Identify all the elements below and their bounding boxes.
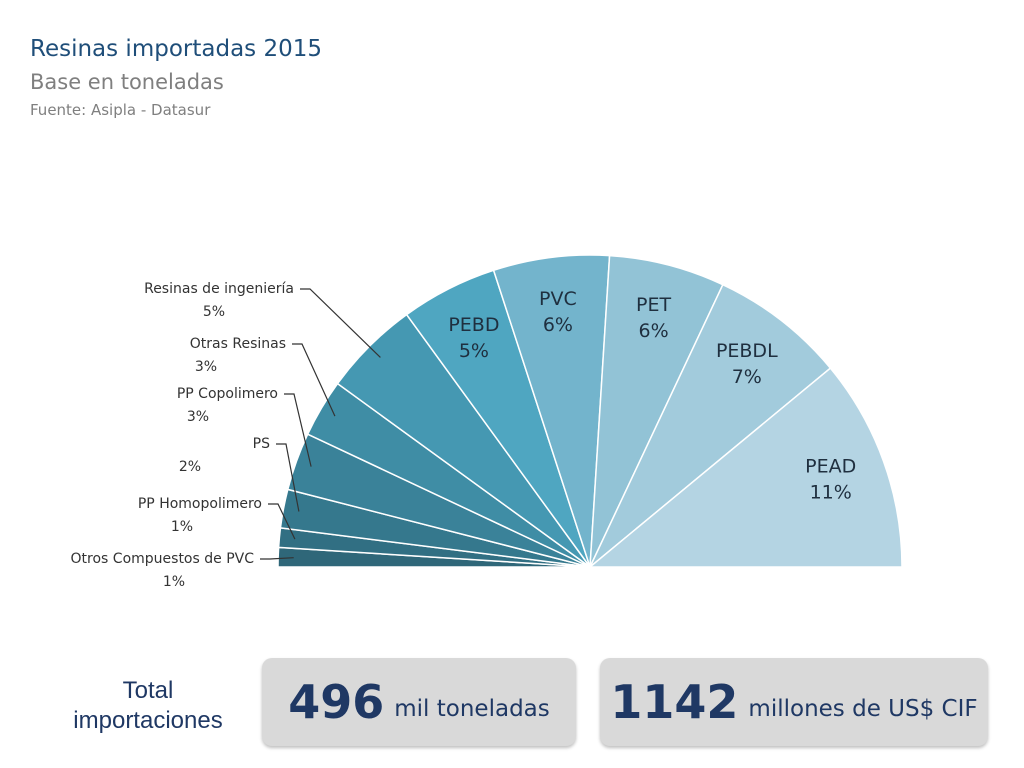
slice-value-pead: 11% bbox=[810, 481, 852, 503]
leader-line-pp-copolimero bbox=[284, 393, 312, 467]
slice-value-pvc: 6% bbox=[543, 314, 573, 336]
pie-slice-pead bbox=[587, 367, 903, 568]
total-usd-unit: millones de US$ CIF bbox=[748, 695, 978, 722]
total-tons-box: 496 mil toneladas bbox=[262, 658, 576, 746]
leader-line-ps bbox=[276, 443, 300, 512]
label-leader-lines bbox=[260, 288, 381, 560]
semicircle-pie-chart: Otros Compuestos de PVC 1% PP Homopolimero… bbox=[71, 254, 903, 590]
leader-line-otras-resinas bbox=[292, 343, 336, 417]
total-tons-value: 496 bbox=[288, 675, 385, 729]
slice-value-resinas-de-ingenieria: 5% bbox=[203, 304, 225, 320]
slice-value-pebd: 5% bbox=[459, 340, 489, 362]
slice-label-pebdl: PEBDL bbox=[716, 340, 778, 362]
slice-value-ps: 2% bbox=[179, 459, 201, 475]
slice-label-pead: PEAD bbox=[805, 455, 856, 477]
slice-value-otros-compuestos-de-pvc: 1% bbox=[163, 574, 185, 590]
slice-labels: Otros Compuestos de PVC 1% PP Homopolimero… bbox=[71, 281, 857, 590]
total-usd-value: 1142 bbox=[610, 675, 739, 729]
slice-label-pp-copolimero: PP Copolimero bbox=[177, 386, 278, 402]
slice-label-resinas-de-ingenieria: Resinas de ingeniería bbox=[144, 281, 294, 297]
chart-title: Resinas importadas 2015 bbox=[30, 36, 322, 62]
total-usd-box: 1142 millones de US$ CIF bbox=[600, 658, 988, 746]
slice-value-otras-resinas: 3% bbox=[195, 359, 217, 375]
slice-label-otras-resinas: Otras Resinas bbox=[190, 336, 286, 352]
slice-value-pebdl: 7% bbox=[732, 366, 762, 388]
slice-label-pp-homopolimero: PP Homopolimero bbox=[138, 496, 262, 512]
pie-slice-pebdl bbox=[589, 283, 832, 568]
total-tons-unit: mil toneladas bbox=[394, 695, 550, 722]
slice-value-pp-copolimero: 3% bbox=[187, 409, 209, 425]
chart-source: Fuente: Asipla - Datasur bbox=[30, 101, 211, 119]
slice-label-pet: PET bbox=[636, 294, 671, 316]
leader-line-resinas-de-ingenieria bbox=[300, 288, 381, 358]
slice-value-pet: 6% bbox=[639, 320, 669, 342]
slice-label-pvc: PVC bbox=[539, 288, 577, 310]
slice-label-otros-compuestos-de-pvc: Otros Compuestos de PVC bbox=[71, 551, 255, 567]
slice-value-pp-homopolimero: 1% bbox=[171, 519, 193, 535]
leader-line-pp-homopolimero bbox=[268, 503, 296, 540]
pie-slices bbox=[277, 254, 903, 568]
total-imports-label: Total importaciones bbox=[73, 677, 223, 734]
leader-line-otros-compuestos-de-pvc bbox=[260, 557, 294, 560]
chart-subtitle: Base en toneladas bbox=[30, 70, 224, 94]
slice-label-pebd: PEBD bbox=[448, 314, 499, 336]
slice-label-ps: PS bbox=[253, 436, 270, 452]
